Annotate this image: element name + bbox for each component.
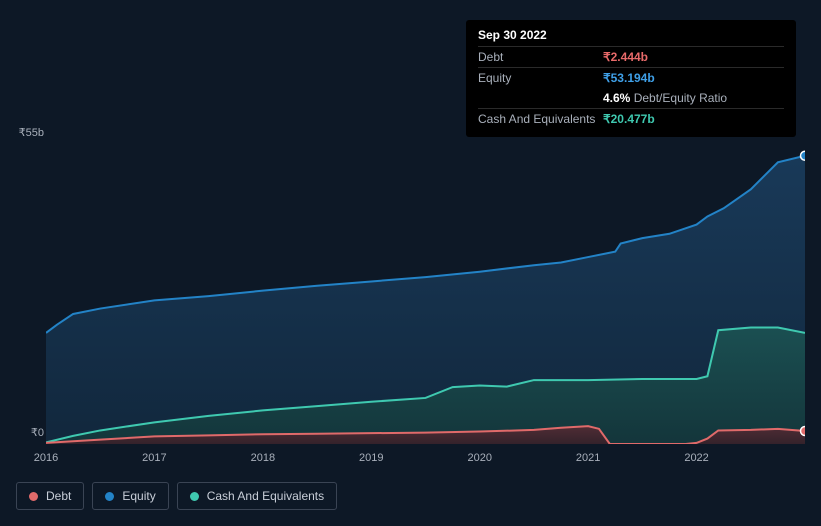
legend-item-debt[interactable]: Debt bbox=[16, 482, 84, 510]
tooltip-ratio-label: Debt/Equity Ratio bbox=[634, 91, 727, 105]
tooltip-equity-value: ₹53.194b bbox=[603, 71, 784, 85]
tooltip-cash-label: Cash And Equivalents bbox=[478, 112, 603, 126]
tooltip-debt-label: Debt bbox=[478, 50, 603, 64]
end-marker-debt bbox=[801, 427, 806, 436]
legend-label: Cash And Equivalents bbox=[207, 489, 324, 503]
tooltip-ratio-spacer bbox=[478, 91, 603, 105]
chart-plot-area[interactable] bbox=[46, 146, 805, 444]
legend-item-cash-and-equivalents[interactable]: Cash And Equivalents bbox=[177, 482, 337, 510]
x-axis-label: 2016 bbox=[34, 452, 58, 464]
x-axis: 2016201720182019202020212022 bbox=[46, 452, 805, 468]
x-axis-label: 2018 bbox=[251, 452, 275, 464]
tooltip-ratio-value: 4.6% Debt/Equity Ratio bbox=[603, 91, 784, 105]
x-axis-label: 2021 bbox=[576, 452, 600, 464]
tooltip-date: Sep 30 2022 bbox=[478, 28, 784, 42]
y-axis-label: ₹55b bbox=[19, 126, 44, 139]
chart-tooltip: Sep 30 2022 Debt ₹2.444b Equity ₹53.194b… bbox=[466, 20, 796, 137]
legend-item-equity[interactable]: Equity bbox=[92, 482, 168, 510]
y-axis-label: ₹0 bbox=[31, 426, 44, 439]
x-axis-label: 2020 bbox=[467, 452, 491, 464]
legend-dot-icon bbox=[29, 492, 38, 501]
x-axis-label: 2022 bbox=[684, 452, 708, 464]
tooltip-cash-value: ₹20.477b bbox=[603, 112, 784, 126]
legend-label: Debt bbox=[46, 489, 71, 503]
tooltip-debt-value: ₹2.444b bbox=[603, 50, 784, 64]
x-axis-label: 2019 bbox=[359, 452, 383, 464]
tooltip-equity-label: Equity bbox=[478, 71, 603, 85]
legend-label: Equity bbox=[122, 489, 155, 503]
x-axis-label: 2017 bbox=[142, 452, 166, 464]
legend: Debt Equity Cash And Equivalents bbox=[16, 482, 337, 510]
end-marker-equity bbox=[801, 151, 806, 160]
tooltip-ratio-pct: 4.6% bbox=[603, 91, 630, 105]
legend-dot-icon bbox=[105, 492, 114, 501]
legend-dot-icon bbox=[190, 492, 199, 501]
